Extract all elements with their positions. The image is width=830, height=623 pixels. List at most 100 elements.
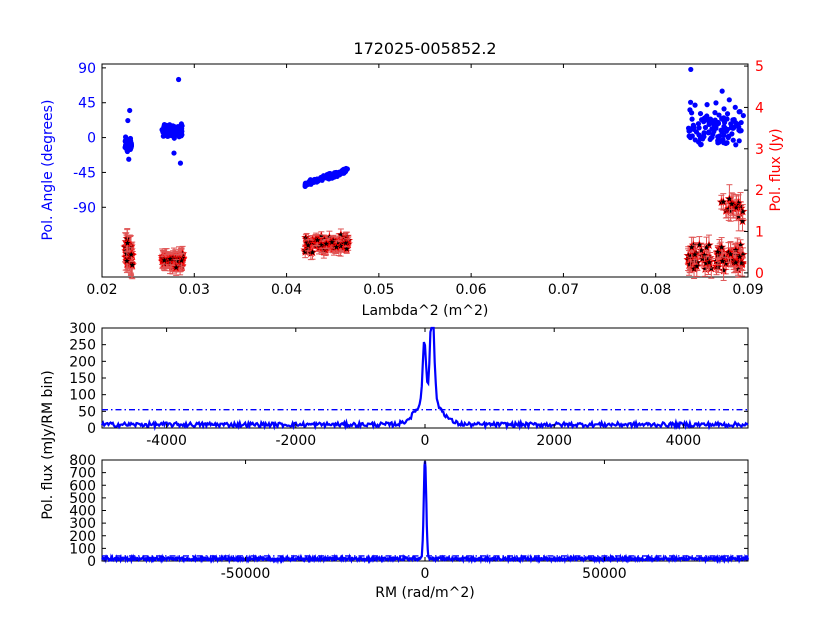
angle-point [702, 124, 709, 131]
x-tick-label: 50000 [582, 566, 627, 582]
angle-point [164, 132, 170, 138]
angle-point [704, 102, 710, 108]
left-tick-label: 90 [78, 61, 96, 77]
angle-point [696, 125, 702, 131]
y-tick-label: 600 [69, 478, 96, 494]
right-tick-label: 0 [755, 266, 764, 282]
angle-point [122, 139, 129, 145]
rm-spectrum-line [101, 326, 749, 432]
angle-point [724, 126, 731, 132]
angle-point [315, 176, 321, 183]
angle-point [732, 104, 738, 110]
flux-star-point [727, 199, 737, 208]
angle-point [686, 128, 692, 134]
x-tick-label: 0.06 [456, 282, 487, 298]
rm-spectrum-line [101, 461, 750, 565]
panel1-x-ticks: 0.02 0.03 0.04 0.05 0.06 0.07 0.08 0.09 [86, 64, 764, 298]
y-tick-label: 100 [69, 388, 96, 404]
flux-star-point [731, 257, 741, 267]
angle-point [740, 112, 746, 119]
angle-point [177, 160, 184, 166]
x-tick-label: 4000 [666, 433, 702, 449]
flux-star-point [176, 255, 187, 265]
angle-point [701, 119, 707, 125]
angle-point [718, 127, 724, 133]
angle-point [175, 76, 182, 83]
rm-y-label: Pol. flux (mJy/RM bin) [40, 370, 56, 519]
panel2-x-ticks: -4000 -2000 0 2000 4000 [146, 328, 701, 449]
y-tick-label: 300 [69, 321, 96, 337]
panel3-data [101, 461, 750, 565]
angle-point [704, 113, 710, 119]
angle-point [126, 138, 133, 144]
angle-point [688, 66, 694, 73]
flux-star-point [716, 242, 727, 252]
flux-star-point [342, 244, 352, 253]
right-tick-label: 5 [755, 59, 764, 75]
angle-point [686, 133, 692, 139]
angle-point [713, 123, 719, 129]
x-tick-label: 0.05 [363, 282, 394, 298]
angle-point [692, 102, 698, 108]
flux-star-point [713, 247, 723, 256]
y-tick-label: 150 [69, 371, 96, 387]
angle-point [327, 173, 333, 180]
flux-star-point [737, 216, 748, 226]
angle-point [730, 137, 736, 143]
flux-star-point [341, 238, 351, 248]
flux-star-point [734, 251, 745, 261]
angle-point [127, 107, 133, 114]
left-tick-label: -90 [73, 200, 96, 216]
y-tick-label: 700 [69, 466, 96, 482]
chart-title: 172025-005852.2 [353, 39, 496, 58]
y-tick-label: 200 [69, 529, 96, 545]
panel1-left-y-label: Pol. Angle (degrees) [40, 100, 56, 241]
flux-star-point [731, 245, 741, 254]
right-tick-label: 4 [755, 100, 764, 116]
angle-point [178, 125, 184, 131]
angle-point [163, 127, 169, 134]
angle-point [721, 123, 727, 130]
angle-point [171, 150, 177, 156]
flux-star-point [690, 249, 700, 259]
angle-point [710, 131, 716, 137]
angle-point [721, 106, 727, 112]
y-tick-label: 50 [78, 404, 96, 420]
panel1-frame [101, 63, 749, 278]
angle-point [716, 112, 722, 118]
panel3-x-label: RM (rad/m^2) [375, 585, 474, 601]
panel1-left-ticks: 90 45 0 -45 -90 [73, 61, 106, 216]
angle-point [687, 99, 694, 105]
right-tick-label: 3 [755, 142, 764, 158]
panel3-x-ticks: -50000 0 50000 [221, 460, 627, 582]
angle-point [713, 100, 719, 106]
x-tick-label: 0.03 [179, 282, 210, 298]
x-tick-label: 0.04 [271, 282, 302, 298]
x-tick-label: 2000 [536, 433, 572, 449]
panel2-data [101, 326, 749, 432]
y-tick-label: 250 [69, 338, 96, 354]
flux-star-point [165, 254, 175, 263]
panel1-x-label: Lambda^2 (m^2) [362, 303, 489, 319]
angle-point [706, 129, 712, 135]
flux-star-point [694, 239, 705, 249]
angle-point [331, 170, 338, 176]
flux-star-point [704, 257, 714, 267]
angle-point [171, 130, 177, 136]
x-tick-label: 0.09 [732, 282, 763, 298]
x-tick-label: -2000 [275, 433, 316, 449]
flux-star-point [327, 237, 337, 247]
angle-point [716, 137, 722, 143]
angle-point [695, 121, 702, 127]
y-tick-label: 0 [87, 421, 96, 437]
x-tick-label: 0.08 [640, 282, 671, 298]
flux-star-point [331, 242, 342, 251]
angle-point [738, 128, 744, 134]
flux-star-point [171, 262, 181, 272]
x-tick-label: 0 [421, 566, 430, 582]
angle-point [721, 115, 727, 121]
angle-point [338, 170, 344, 177]
